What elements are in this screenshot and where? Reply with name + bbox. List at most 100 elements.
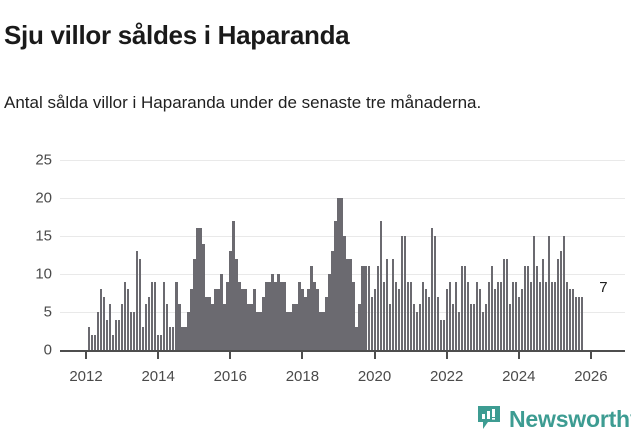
bar[interactable] <box>568 289 572 350</box>
bar[interactable] <box>340 198 343 350</box>
bar[interactable] <box>352 281 355 350</box>
bar[interactable] <box>544 281 548 350</box>
bar[interactable] <box>529 281 533 350</box>
bar[interactable] <box>118 319 121 350</box>
bar[interactable] <box>535 266 539 350</box>
bar[interactable] <box>163 281 166 350</box>
bar[interactable] <box>559 251 563 350</box>
bar[interactable] <box>343 236 346 350</box>
bar[interactable] <box>298 281 301 350</box>
bar[interactable] <box>472 304 476 350</box>
bar[interactable] <box>502 258 506 350</box>
bar[interactable] <box>121 304 124 350</box>
bar[interactable] <box>484 304 488 350</box>
bar[interactable] <box>562 236 566 350</box>
bar[interactable] <box>415 312 418 350</box>
bar[interactable] <box>247 304 250 350</box>
bar[interactable] <box>115 319 118 350</box>
bar[interactable] <box>187 312 190 350</box>
bar[interactable] <box>466 281 470 350</box>
bar[interactable] <box>304 296 307 350</box>
bar[interactable] <box>580 296 584 350</box>
bar[interactable] <box>94 334 97 350</box>
bar[interactable] <box>226 281 229 350</box>
bar[interactable] <box>181 327 184 350</box>
bar[interactable] <box>439 319 442 350</box>
bar[interactable] <box>103 296 106 350</box>
bar[interactable] <box>481 312 485 350</box>
bar[interactable] <box>214 289 217 350</box>
bar[interactable] <box>424 289 427 350</box>
bar[interactable] <box>154 281 157 350</box>
bar[interactable] <box>337 198 340 350</box>
bar[interactable] <box>220 274 223 350</box>
bar[interactable] <box>193 258 196 350</box>
bar[interactable] <box>178 304 181 350</box>
bar[interactable] <box>241 289 244 350</box>
bar[interactable] <box>571 289 575 350</box>
bar[interactable] <box>313 281 316 350</box>
bar[interactable] <box>127 289 130 350</box>
bar[interactable] <box>280 281 283 350</box>
bar[interactable] <box>346 258 349 350</box>
bar[interactable] <box>286 312 289 350</box>
bar[interactable] <box>268 281 271 350</box>
bar[interactable] <box>421 281 424 350</box>
bar[interactable] <box>289 312 292 350</box>
bar[interactable] <box>475 281 479 350</box>
bar[interactable] <box>442 319 445 350</box>
bar[interactable] <box>202 243 205 350</box>
bar[interactable] <box>532 236 536 350</box>
bar[interactable] <box>316 289 319 350</box>
bar[interactable] <box>463 266 466 350</box>
bar[interactable] <box>469 304 473 350</box>
bar[interactable] <box>391 258 394 350</box>
bar[interactable] <box>139 258 142 350</box>
bar[interactable] <box>523 266 527 350</box>
bar[interactable] <box>97 312 100 350</box>
bar[interactable] <box>394 281 397 350</box>
bar[interactable] <box>565 281 569 350</box>
bar[interactable] <box>490 266 494 350</box>
bar[interactable] <box>175 281 178 350</box>
bar[interactable] <box>88 327 91 350</box>
bar[interactable] <box>106 319 109 350</box>
bar[interactable] <box>169 327 172 350</box>
bar[interactable] <box>133 312 136 350</box>
bar[interactable] <box>136 251 139 350</box>
bar[interactable] <box>487 281 491 350</box>
bar[interactable] <box>277 274 280 350</box>
bar[interactable] <box>295 304 298 350</box>
bar[interactable] <box>496 281 500 350</box>
bar[interactable] <box>370 296 373 350</box>
bar[interactable] <box>358 304 361 350</box>
bar[interactable] <box>418 304 421 350</box>
bar[interactable] <box>457 312 460 350</box>
bar[interactable] <box>517 296 521 350</box>
bar[interactable] <box>538 281 542 350</box>
bar[interactable] <box>199 228 202 350</box>
bar[interactable] <box>574 296 578 350</box>
bar[interactable] <box>430 228 433 350</box>
bar[interactable] <box>307 289 310 350</box>
bar[interactable] <box>190 289 193 350</box>
bar[interactable] <box>256 312 259 350</box>
bar[interactable] <box>505 258 509 350</box>
bar[interactable] <box>301 289 304 350</box>
bar[interactable] <box>265 281 268 350</box>
bar[interactable] <box>541 258 545 350</box>
bar[interactable] <box>271 274 274 350</box>
bar[interactable] <box>184 327 187 350</box>
bar[interactable] <box>382 281 385 350</box>
bar[interactable] <box>259 312 262 350</box>
bar[interactable] <box>274 281 277 350</box>
bar[interactable] <box>205 296 208 350</box>
bar[interactable] <box>508 304 512 350</box>
bar[interactable] <box>319 312 322 350</box>
bar[interactable] <box>355 327 358 350</box>
bar[interactable] <box>526 266 530 350</box>
bar[interactable] <box>166 304 169 350</box>
bar[interactable] <box>331 251 334 350</box>
bar[interactable] <box>91 334 94 350</box>
bar[interactable] <box>514 281 518 350</box>
